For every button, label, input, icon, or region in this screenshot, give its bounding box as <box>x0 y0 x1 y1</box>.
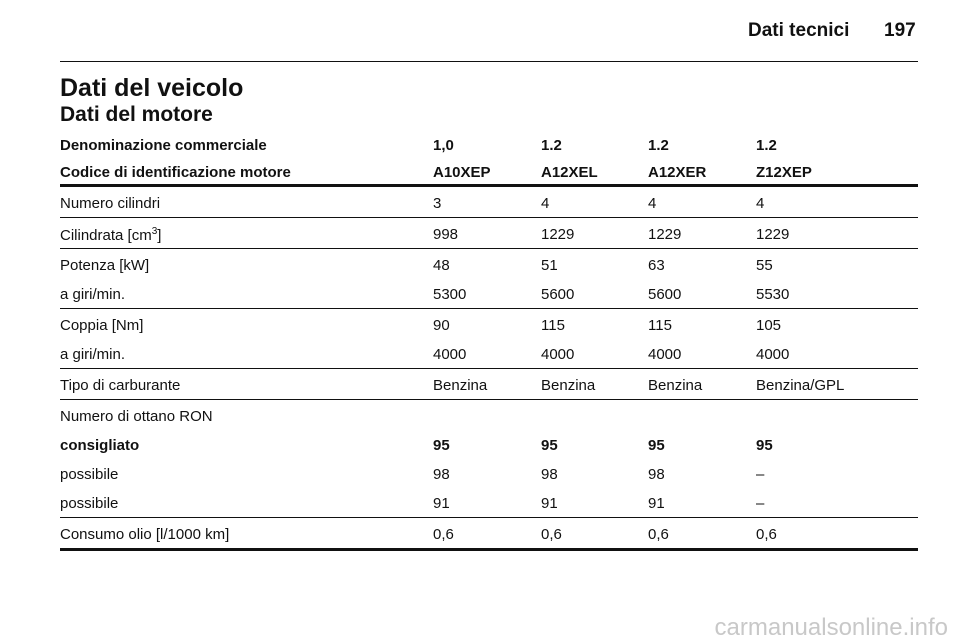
cell: 63 <box>648 257 665 274</box>
cell: 95 <box>648 437 665 454</box>
section-title: Dati tecnici <box>748 20 850 41</box>
row-label: possibile <box>60 466 119 483</box>
page-number: 197 <box>884 20 916 41</box>
cell: 105 <box>756 317 782 334</box>
row-label: Denominazione commerciale <box>60 137 267 154</box>
row-label: Numero di ottano RON <box>60 408 213 425</box>
subtitle: Dati del motore <box>60 103 213 126</box>
title: Dati del veicolo <box>60 74 244 102</box>
cell: 1229 <box>756 226 790 243</box>
label-text: ] <box>157 227 162 244</box>
cell: 5600 <box>541 286 575 303</box>
cell: – <box>756 466 765 483</box>
cell: 3 <box>433 195 442 212</box>
row-label: possibile <box>60 495 119 512</box>
cell: A12XER <box>648 164 707 181</box>
row-label: a giri/min. <box>60 286 126 303</box>
cell: 5600 <box>648 286 682 303</box>
row-label: a giri/min. <box>60 346 126 363</box>
cell: 91 <box>433 495 450 512</box>
cell: 1.2 <box>756 137 777 154</box>
row-label: Potenza [kW] <box>60 257 150 274</box>
cell: A12XEL <box>541 164 598 181</box>
watermark: carmanualsonline.info <box>714 614 948 641</box>
table-rule <box>60 217 918 218</box>
cell: 91 <box>541 495 558 512</box>
cell: 1229 <box>648 226 682 243</box>
cell: Benzina <box>648 377 703 394</box>
cell: 98 <box>541 466 558 483</box>
cell: 1.2 <box>648 137 669 154</box>
cell: 1,0 <box>433 137 454 154</box>
cell: 95 <box>433 437 450 454</box>
row-label: Numero cilindri <box>60 195 161 212</box>
table-rule <box>60 548 918 551</box>
cell: 5300 <box>433 286 467 303</box>
row-label: Tipo di carburante <box>60 377 181 394</box>
cell: 95 <box>541 437 558 454</box>
cell: 0,6 <box>648 526 669 543</box>
cell: 4000 <box>756 346 790 363</box>
cell: Benzina <box>433 377 488 394</box>
cell: 5530 <box>756 286 790 303</box>
cell: 51 <box>541 257 558 274</box>
row-label: Consumo olio [l/1000 km] <box>60 526 230 543</box>
table-rule <box>60 368 918 369</box>
table-rule <box>60 399 918 400</box>
cell: 90 <box>433 317 450 334</box>
row-label: Coppia [Nm] <box>60 317 144 334</box>
cell: 998 <box>433 226 459 243</box>
cell: 95 <box>756 437 773 454</box>
cell: 1.2 <box>541 137 562 154</box>
cell: 55 <box>756 257 773 274</box>
cell: 0,6 <box>756 526 777 543</box>
row-label: Cilindrata [cm3] <box>60 226 162 244</box>
header-rule <box>60 61 918 62</box>
row-label: consigliato <box>60 437 140 454</box>
cell: 0,6 <box>541 526 562 543</box>
cell: 115 <box>541 317 565 334</box>
cell: 98 <box>648 466 665 483</box>
cell: 4000 <box>541 346 575 363</box>
cell: A10XEP <box>433 164 491 181</box>
table-rule <box>60 517 918 518</box>
cell: 1229 <box>541 226 575 243</box>
cell: Benzina <box>541 377 596 394</box>
cell: Z12XEP <box>756 164 812 181</box>
cell: 48 <box>433 257 450 274</box>
table-rule <box>60 248 918 249</box>
superscript: 3 <box>151 226 158 237</box>
row-label: Codice di identificazione motore <box>60 164 291 181</box>
label-text: Cilindrata [cm <box>60 227 152 244</box>
table-rule <box>60 184 918 187</box>
cell: 91 <box>648 495 665 512</box>
cell: 4 <box>756 195 765 212</box>
cell: 115 <box>648 317 672 334</box>
table-rule <box>60 308 918 309</box>
cell: – <box>756 495 765 512</box>
cell: 4000 <box>433 346 467 363</box>
cell: 98 <box>433 466 450 483</box>
cell: Benzina/GPL <box>756 377 845 394</box>
cell: 0,6 <box>433 526 454 543</box>
cell: 4000 <box>648 346 682 363</box>
cell: 4 <box>648 195 657 212</box>
cell: 4 <box>541 195 550 212</box>
